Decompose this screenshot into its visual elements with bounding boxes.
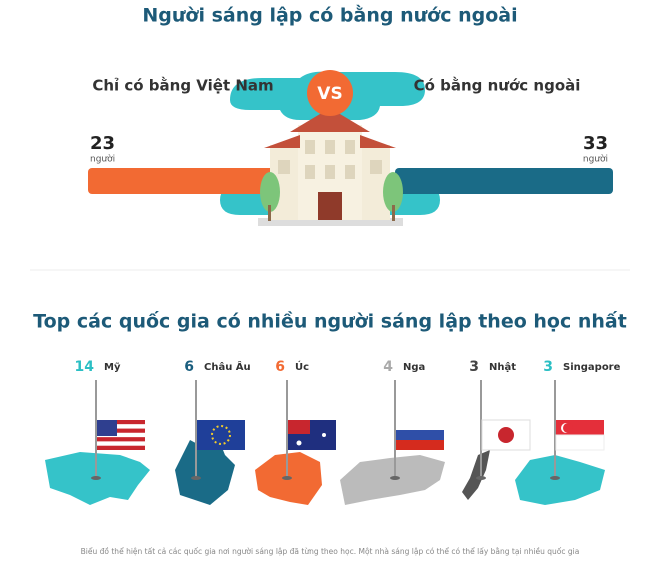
flag [97,428,145,433]
pole-base [550,476,560,480]
flag [396,430,444,440]
building [258,108,403,226]
pole-base [476,476,486,480]
country-map [515,455,605,505]
left-bar [88,168,298,194]
flag [97,437,145,442]
flag [97,420,145,425]
right-unit: người [583,154,608,165]
flag [288,420,310,434]
country-name: Mỹ [104,362,121,373]
flag [322,433,326,437]
flag [563,423,573,433]
country-count: 14 [75,359,95,375]
right-label: Có bằng nước ngoài [414,76,581,95]
country-count: 3 [543,359,553,375]
footnote: Biểu đồ thể hiện tất cả các quốc gia nơi… [81,547,580,556]
vs-text: VS [317,84,342,104]
pole-base [390,476,400,480]
country-name: Châu Âu [204,360,251,373]
country-name: Nga [403,362,425,373]
pole-base [91,476,101,480]
left-unit: người [90,154,115,165]
flag [498,427,514,443]
country-map [340,455,445,505]
countries-title: Top các quốc gia có nhiều người sáng lập… [33,310,627,333]
countries: 14 Mỹ 6 Châu Âu 6 Úc 4 Nga 3 Nhật 3 Singapore [45,359,621,505]
country-map [462,450,490,500]
vs-badge [307,70,353,116]
pole-base [191,476,201,480]
country-count: 6 [275,359,285,375]
flag [396,420,444,430]
right-bar [395,168,613,194]
flag [396,440,444,450]
country-count: 4 [383,359,393,375]
left-label: Chỉ có bằng Việt Nam [92,76,273,95]
flag [97,432,145,438]
flag [555,434,605,451]
flag [97,441,145,446]
left-value: 23 [90,133,115,154]
country-name: Singapore [563,362,621,373]
flag [97,445,145,450]
right-value: 33 [583,133,608,154]
country-name: Nhật [489,361,516,373]
flag [211,425,231,445]
title: Người sáng lập có bằng nước ngoài [142,4,517,27]
country-name: Úc [295,360,309,373]
flag [197,420,245,450]
pole-base [282,476,292,480]
country-count: 6 [184,359,194,375]
country-count: 3 [469,359,479,375]
flag [296,440,302,446]
flag [97,424,145,429]
flag [97,420,117,436]
